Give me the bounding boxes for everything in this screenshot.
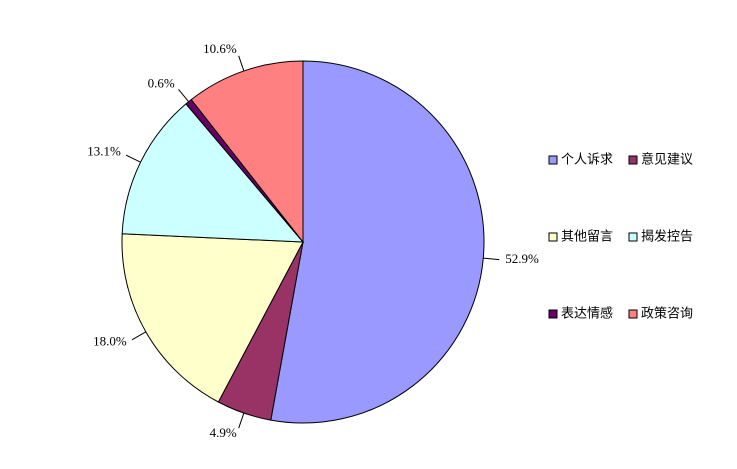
data-label: 0.6% <box>148 76 175 91</box>
pie-slice <box>270 60 485 424</box>
legend-swatch <box>628 232 638 242</box>
legend-swatch <box>548 232 558 242</box>
legend-label: 其他留言 <box>561 230 613 245</box>
pie-slice <box>121 233 304 403</box>
legend-label: 政策咨询 <box>641 306 693 322</box>
leader-line <box>125 154 141 163</box>
legend-swatch <box>548 155 558 165</box>
legend-label: 个人诉求 <box>561 153 613 168</box>
leader-line <box>238 412 245 429</box>
legend-label: 揭发控告 <box>641 229 693 245</box>
data-label: 10.6% <box>203 41 237 56</box>
leader-line <box>483 257 500 261</box>
data-label: 13.1% <box>87 143 121 158</box>
leader-line <box>131 331 147 341</box>
legend-label: 意见建议 <box>641 152 693 168</box>
pie-slice <box>190 60 304 244</box>
data-label: 4.9% <box>210 425 237 440</box>
data-label: 52.9% <box>505 251 539 266</box>
legend-label: 表达情感 <box>561 306 613 322</box>
leader-line <box>238 55 245 72</box>
legend-swatch <box>628 309 638 319</box>
legend-swatch <box>548 309 558 319</box>
legend-swatch <box>628 155 638 165</box>
leader-line <box>178 89 189 103</box>
data-label: 18.0% <box>93 334 127 349</box>
